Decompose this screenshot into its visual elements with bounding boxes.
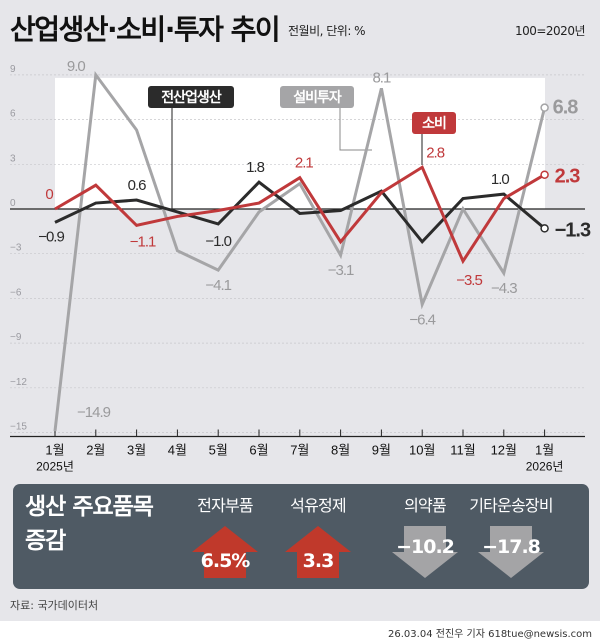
data-label: 6.8 (553, 97, 579, 119)
data-label: −1.0 (205, 233, 231, 250)
data-label: −4.1 (205, 277, 231, 294)
year-label-start: 2025년 (36, 460, 74, 474)
item-value: −10.2 (396, 536, 455, 558)
x-tick-label: 1월 (535, 443, 554, 458)
credit: 26.03.04 전진우 기자 618tue@newsis.com (388, 629, 592, 639)
x-tick-label: 4월 (168, 443, 187, 458)
y-tick-label: 3 (10, 153, 16, 164)
data-label: −3.5 (456, 272, 482, 289)
x-tick-label: 1월 (45, 443, 64, 458)
item-label: 석유정제 (290, 496, 346, 515)
data-label: 2.8 (426, 144, 445, 161)
data-label: 2.3 (555, 166, 581, 188)
x-tick-label: 3월 (127, 443, 146, 458)
item-value: −17.8 (482, 536, 541, 558)
data-label: 0.6 (128, 177, 147, 194)
item-1: 석유정제 3.3 (263, 492, 373, 578)
legend-label: 설비투자 (293, 90, 342, 106)
panel-title: 생산 주요품목 증감 (25, 494, 154, 554)
x-tick-label: 12월 (491, 443, 517, 458)
x-tick-label: 6월 (249, 443, 268, 458)
arrow-down-icon: −17.8 (478, 526, 544, 578)
items-panel: 생산 주요품목 증감 전자부품 6.5% 석유정제 3.3 의약품 −10.2 기타운송장비… (13, 484, 589, 589)
legend-label: 전산업생산 (161, 89, 222, 106)
legend-box (280, 86, 354, 108)
legend-label: 소비 (422, 116, 446, 132)
x-tick-label: 2월 (86, 443, 105, 458)
base-year-note: 100=2020년 (514, 24, 586, 38)
data-label: 2.1 (295, 155, 314, 172)
series-end-point (540, 103, 549, 112)
legend-box (148, 86, 234, 108)
y-tick-label: −6 (10, 287, 22, 298)
y-tick-label: 9 (10, 64, 16, 75)
item-value: 6.5% (200, 550, 251, 572)
y-tick-label: 6 (10, 109, 16, 120)
data-label: 1.8 (246, 159, 265, 176)
x-tick-label: 7월 (290, 443, 309, 458)
page-title: 산업생산·소비·투자 추이 (10, 13, 281, 46)
item-0: 전자부품 6.5% (170, 492, 280, 578)
item-label: 기타운송장비 (469, 496, 553, 515)
item-label: 전자부품 (197, 496, 253, 515)
x-tick-label: 10월 (409, 443, 435, 458)
y-tick-label: −15 (10, 422, 27, 433)
item-2: 의약품 −10.2 (370, 492, 480, 578)
y-tick-label: 0 (10, 198, 16, 209)
y-tick-label: −9 (10, 332, 22, 343)
item-value: 3.3 (302, 550, 335, 572)
item-label: 의약품 (404, 496, 447, 515)
y-tick-label: −3 (10, 243, 22, 254)
y-tick-label: −12 (10, 377, 27, 388)
data-label: −14.9 (77, 404, 111, 421)
series-end-point (540, 170, 549, 179)
unit-note: 전월비, 단위: % (288, 24, 366, 38)
legend-leader-line (339, 108, 372, 151)
x-tick-label: 8월 (331, 443, 350, 458)
arrow-up-icon: 6.5% (192, 526, 258, 578)
arrow-down-icon: −10.2 (392, 526, 458, 578)
data-label: −1.1 (130, 233, 156, 250)
x-tick-label: 9월 (372, 443, 391, 458)
data-label: 9.0 (67, 58, 86, 75)
data-label: 1.0 (491, 171, 510, 188)
x-tick-label: 11월 (450, 443, 475, 458)
legend-box (412, 112, 456, 134)
year-label-end: 2026년 (526, 460, 564, 474)
data-label: 8.1 (372, 69, 391, 86)
source: 자료: 국가데이터처 (10, 599, 99, 612)
x-tick-label: 5월 (209, 443, 228, 458)
item-3: 기타운송장비 −17.8 (456, 492, 566, 578)
data-label: 0 (45, 186, 53, 203)
arrow-up-icon: 3.3 (285, 526, 351, 578)
series-end-point (540, 224, 549, 233)
data-label: −3.1 (328, 262, 354, 279)
data-label: −6.4 (409, 311, 435, 328)
data-label: −4.3 (491, 280, 517, 297)
data-label: −0.9 (38, 228, 64, 245)
data-label: −1.3 (555, 219, 591, 241)
line-chart: 9 6 3 0 −3 −6 −9 −12 −15 1월 2월 3월 4월 5월 6월 7월 8월 9월 10월 11월… (10, 58, 592, 474)
